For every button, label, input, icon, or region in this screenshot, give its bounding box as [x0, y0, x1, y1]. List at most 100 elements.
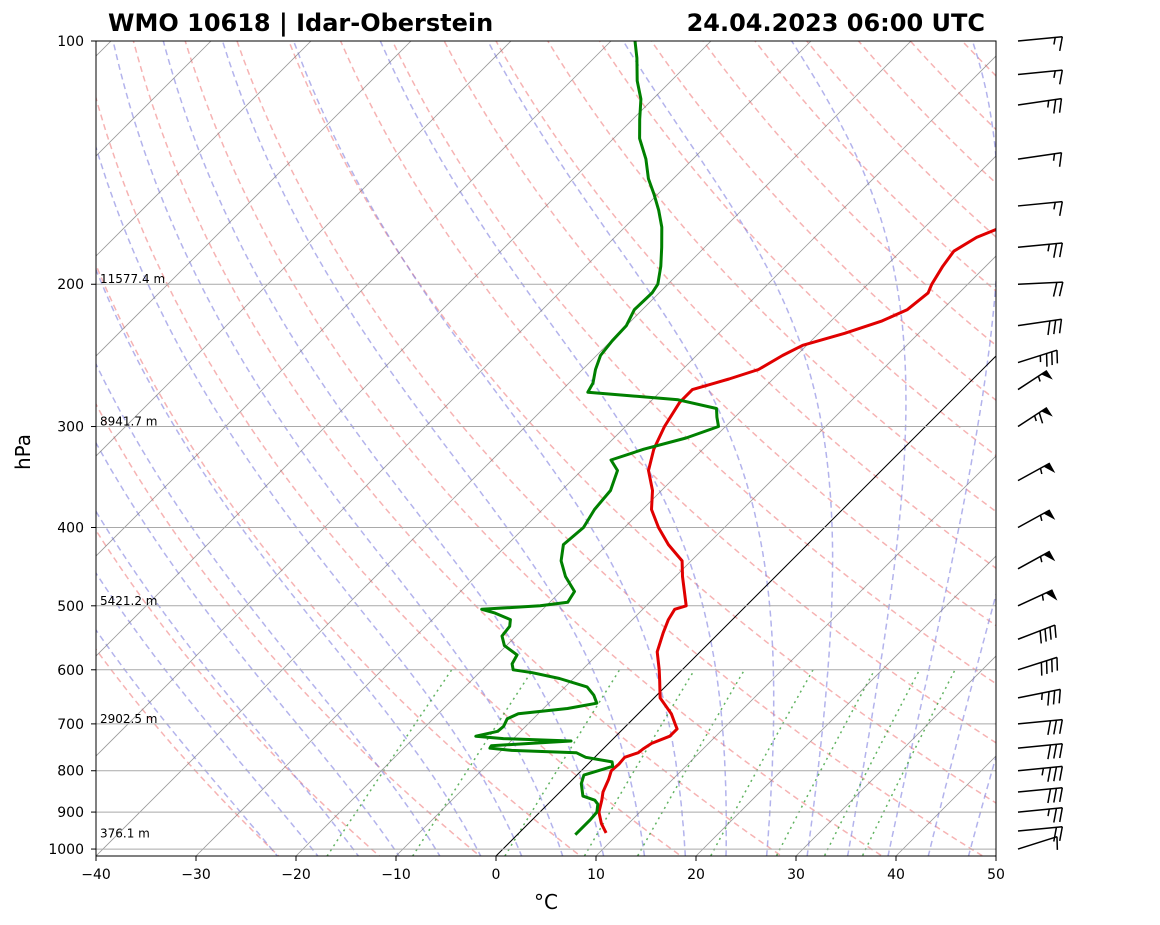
barb-flag — [1047, 744, 1052, 760]
wind-barb — [1017, 242, 1064, 258]
dry-adiabat — [1048, 23, 1160, 866]
profile-lines — [474, 41, 996, 836]
temperature-line — [597, 227, 996, 834]
barb-staff — [1017, 318, 1062, 327]
barb-staff — [1017, 835, 1058, 850]
x-tick-label: −20 — [281, 867, 311, 883]
y-axis-label: hPa — [11, 434, 35, 470]
barb-staff — [1017, 462, 1051, 482]
barb-staff — [1017, 97, 1062, 106]
barb-flag — [1058, 201, 1064, 216]
moist-adiabat — [622, 41, 834, 856]
barb-half-flag — [1047, 808, 1051, 817]
barb-flag — [1053, 243, 1058, 258]
barb-half-flag — [1033, 415, 1037, 422]
barb-flag — [1053, 808, 1058, 823]
barb-flag — [1058, 787, 1064, 803]
barb-flag — [1058, 319, 1063, 334]
isotherm — [96, 41, 512, 457]
barb-half-flag — [1039, 556, 1043, 563]
moist-adiabat — [96, 628, 279, 856]
wind-barb — [1017, 349, 1059, 367]
barb-half-flag — [1041, 594, 1045, 601]
isotherm — [195, 55, 996, 856]
y-tick-label: 600 — [57, 663, 84, 679]
x-tick-label: −10 — [381, 867, 411, 883]
isotherm — [295, 155, 996, 856]
isotherm — [96, 41, 712, 657]
wind-barb — [1017, 369, 1053, 391]
dry-adiabat — [184, 41, 884, 856]
barb-pennant — [1045, 589, 1058, 601]
barb-flag — [1052, 690, 1056, 705]
dry-adiabat — [96, 528, 381, 856]
isotherm — [96, 41, 612, 557]
wind-barb — [1017, 589, 1058, 607]
barb-flag — [1047, 691, 1050, 706]
moist-adiabat — [791, 41, 907, 856]
isotherm — [395, 255, 996, 856]
dry-adiabat — [650, 41, 996, 402]
axes: −40 −30 −20 −10 0 10 20 30 40 50 100 200 300 400 500 60… — [48, 34, 1005, 883]
moist-adiabat — [221, 41, 646, 856]
barb-half-flag — [1047, 100, 1050, 108]
barb-staff — [1017, 550, 1051, 570]
barb-flag — [1053, 766, 1058, 782]
wind-barbs — [1017, 35, 1064, 850]
barb-flag — [1058, 766, 1064, 781]
barb-half-flag — [1052, 153, 1056, 161]
y-tick-label: 900 — [57, 805, 84, 821]
barb-flag — [1039, 630, 1043, 644]
x-tick-label: 50 — [987, 867, 1005, 883]
mixing-ratio-line — [861, 669, 956, 856]
wind-barb — [1017, 35, 1064, 52]
wind-barb — [1017, 318, 1063, 336]
moist-adiabat — [96, 510, 360, 856]
wind-barb — [1017, 718, 1064, 736]
x-tick-label: 30 — [787, 867, 805, 883]
wind-barb — [1017, 69, 1064, 85]
height-label: 2902.5 m — [100, 712, 158, 726]
barb-flag — [1038, 412, 1044, 424]
barb-flag — [1058, 689, 1062, 704]
barb-staff — [1017, 688, 1061, 699]
barb-half-flag — [1037, 375, 1041, 382]
barb-flag — [1058, 743, 1064, 759]
chart-datetime: 24.04.2023 06:00 UTC — [687, 9, 985, 37]
height-label: 11577.4 m — [100, 272, 165, 286]
barb-flag — [1053, 827, 1058, 842]
moist-adiabat — [487, 41, 775, 856]
dry-adiabat — [132, 41, 783, 856]
barb-staff — [1017, 826, 1063, 832]
dry-adiabat — [287, 41, 996, 804]
barb-flag — [1058, 70, 1064, 85]
dry-adiabat — [754, 41, 996, 292]
barb-pennant — [1043, 551, 1056, 562]
wind-barb — [1017, 406, 1053, 428]
barb-half-flag — [1039, 468, 1043, 475]
barb-flag — [1058, 719, 1064, 734]
moist-adiabat — [292, 41, 687, 856]
barb-half-flag — [1053, 37, 1056, 45]
moist-adiabat — [887, 41, 996, 856]
barb-staff — [1017, 765, 1063, 772]
isotherm — [96, 41, 412, 357]
wind-barb — [1017, 509, 1056, 529]
wind-barb — [1017, 765, 1064, 782]
wind-barb — [1017, 550, 1056, 570]
x-tick-label: 40 — [887, 867, 905, 883]
barb-pennant — [1043, 509, 1056, 520]
dry-adiabat — [857, 41, 996, 185]
y-tick-label: 1000 — [48, 842, 84, 858]
isotherm — [96, 41, 912, 856]
wind-barb — [1017, 807, 1064, 823]
height-label: 5421.2 m — [100, 594, 158, 608]
x-axis-label: °C — [534, 890, 558, 914]
barb-half-flag — [1053, 70, 1056, 79]
chart-title: WMO 10618 | Idar-Oberstein — [108, 9, 493, 37]
mixing-ratio-line — [636, 669, 746, 856]
isotherm — [995, 855, 996, 856]
y-tick-label: 500 — [57, 599, 84, 615]
isotherm — [895, 755, 996, 856]
moist-adiabat — [96, 441, 400, 856]
